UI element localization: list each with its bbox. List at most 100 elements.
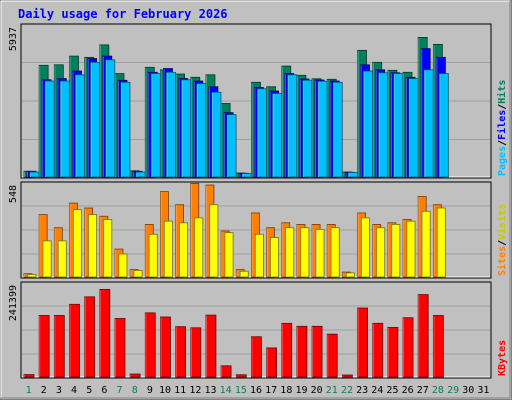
day-label-28: 28: [432, 385, 444, 396]
bar-pages-day-4: [75, 74, 85, 178]
day-label-10: 10: [159, 385, 171, 396]
bar-pages-day-27: [423, 69, 434, 178]
day-label-27: 27: [417, 385, 429, 396]
bar-pages-day-20: [317, 80, 328, 178]
bar-visits-day-26: [406, 220, 416, 278]
panel-visitors-max-label: 548: [8, 185, 19, 203]
bar-kbytes-day-4: [69, 303, 80, 378]
bar-kbytes-day-16: [251, 336, 262, 378]
bar-visits-day-20: [315, 228, 325, 278]
bar-kbytes-day-28: [432, 315, 444, 378]
bar-kbytes-day-2: [38, 315, 50, 378]
day-label-12: 12: [189, 385, 201, 396]
day-label-11: 11: [174, 385, 186, 396]
chart-panels: 5937 Pages/Files/Hits 548 Sites/Visits 24139…: [8, 23, 508, 379]
bar-visits-day-27: [421, 210, 431, 278]
bar-kbytes-day-26: [402, 317, 414, 378]
panel-visitors: 548 Sites/Visits: [8, 181, 508, 279]
bar-kbytes-day-14: [220, 365, 232, 378]
day-label-30: 30: [462, 385, 474, 396]
day-label-14: 14: [220, 385, 232, 396]
bar-kbytes-day-18: [281, 322, 293, 378]
day-label-23: 23: [356, 385, 368, 396]
bar-visits-day-8: [133, 270, 143, 278]
bar-kbytes-day-15: [235, 374, 247, 378]
bar-visits-day-2: [42, 240, 52, 278]
bar-pages-day-7: [120, 81, 131, 178]
bar-visits-day-9: [148, 233, 158, 278]
bar-kbytes-day-7: [114, 318, 126, 378]
bar-kbytes-day-6: [99, 288, 111, 378]
day-label-20: 20: [311, 385, 323, 396]
day-label-13: 13: [204, 385, 216, 396]
panel-volume-max-label: 241399: [8, 285, 19, 321]
chart-title: Daily usage for February 2026: [18, 7, 228, 21]
bar-visits-day-16: [255, 233, 264, 278]
bar-pages-day-24: [378, 72, 389, 178]
bar-kbytes-day-19: [296, 325, 308, 378]
bar-pages-day-28: [438, 73, 449, 178]
bar-kbytes-day-9: [144, 312, 156, 378]
day-label-2: 2: [41, 385, 47, 396]
bar-kbytes-day-5: [84, 296, 96, 378]
bar-visits-day-7: [118, 253, 128, 278]
bar-kbytes-day-3: [53, 315, 65, 378]
series-pages: [29, 59, 449, 178]
day-label-6: 6: [101, 385, 107, 396]
bar-kbytes-day-25: [387, 327, 399, 378]
bar-pages-day-11: [181, 79, 192, 178]
bar-visits-day-12: [194, 217, 204, 278]
bar-pages-day-13: [211, 91, 222, 178]
day-label-15: 15: [235, 385, 247, 396]
bar-visits-day-19: [300, 227, 310, 278]
day-label-25: 25: [386, 385, 398, 396]
bar-pages-day-8: [135, 171, 146, 178]
bar-visits-day-13: [209, 204, 219, 278]
day-label-18: 18: [280, 385, 292, 396]
day-label-17: 17: [265, 385, 277, 396]
bar-kbytes-day-8: [129, 373, 141, 378]
bar-kbytes-day-22: [341, 374, 353, 378]
panel-visitors-legend: Sites/Visits: [496, 204, 508, 276]
bar-visits-day-1: [27, 274, 37, 278]
bar-pages-day-15: [241, 173, 252, 178]
bar-pages-day-18: [287, 74, 298, 178]
day-label-22: 22: [341, 385, 353, 396]
series-kbytes: [23, 288, 444, 378]
bar-kbytes-day-23: [357, 307, 368, 378]
bar-visits-day-21: [330, 227, 340, 278]
bar-pages-day-17: [272, 93, 282, 178]
bar-pages-day-3: [59, 80, 70, 178]
bar-visits-day-6: [103, 219, 113, 278]
bar-pages-day-23: [363, 70, 373, 178]
day-label-16: 16: [250, 385, 262, 396]
bar-pages-day-14: [226, 114, 237, 178]
bar-visits-day-4: [73, 209, 82, 278]
bar-kbytes-day-13: [205, 314, 217, 378]
bar-visits-day-10: [164, 220, 173, 278]
day-label-29: 29: [447, 385, 459, 396]
bar-pages-day-6: [105, 59, 116, 178]
bar-pages-day-12: [196, 83, 207, 178]
day-label-4: 4: [71, 385, 77, 396]
bar-visits-day-28: [436, 207, 446, 278]
bar-visits-day-5: [88, 214, 98, 278]
bar-kbytes-day-12: [190, 327, 202, 378]
bar-visits-day-15: [239, 270, 249, 278]
day-label-26: 26: [402, 385, 414, 396]
bar-pages-day-25: [393, 73, 404, 178]
x-axis-day-labels: 1 2 3 4 5 6 7 8 9 10 11 12 13 14 15 16 17 18 19 20 21 22 23 24 2…: [26, 385, 490, 396]
day-label-31: 31: [477, 385, 489, 396]
bar-visits-day-18: [285, 227, 295, 278]
day-label-21: 21: [326, 385, 338, 396]
panel-requests: 5937 Pages/Files/Hits: [8, 23, 508, 179]
bar-kbytes-day-24: [372, 322, 384, 378]
day-label-19: 19: [295, 385, 307, 396]
bar-visits-day-23: [361, 217, 370, 278]
bar-visits-day-3: [57, 240, 67, 278]
day-label-9: 9: [147, 385, 153, 396]
day-label-5: 5: [86, 385, 92, 396]
bar-pages-day-9: [150, 73, 161, 178]
bar-pages-day-16: [257, 88, 267, 178]
